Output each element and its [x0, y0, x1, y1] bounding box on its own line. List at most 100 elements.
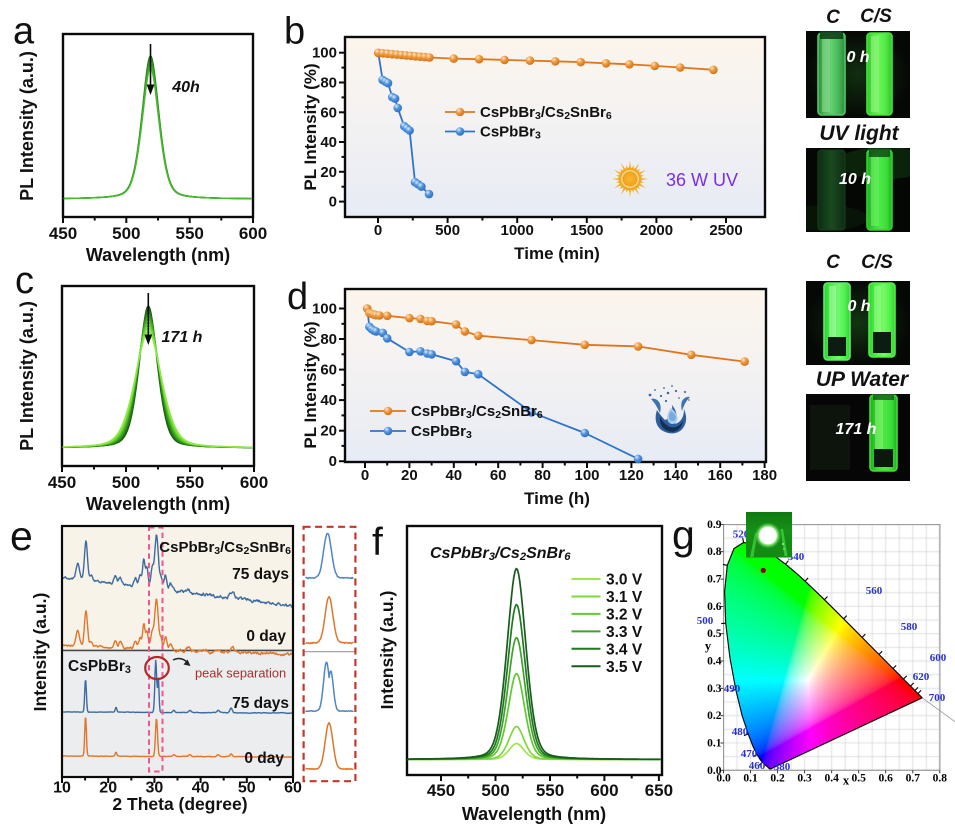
svg-text:100: 100	[312, 45, 337, 62]
svg-text:36 W UV: 36 W UV	[666, 170, 738, 190]
svg-text:700: 700	[929, 692, 946, 704]
svg-text:0: 0	[374, 222, 382, 239]
svg-text:0.8: 0.8	[933, 773, 948, 785]
svg-text:C: C	[826, 7, 840, 28]
svg-text:0 day: 0 day	[244, 750, 284, 767]
svg-text:160: 160	[708, 467, 733, 484]
svg-text:500: 500	[112, 224, 140, 243]
svg-text:600: 600	[590, 781, 618, 800]
svg-text:620: 620	[913, 671, 930, 683]
svg-text:3.1 V: 3.1 V	[606, 589, 643, 606]
svg-text:600: 600	[240, 473, 268, 492]
svg-text:0.4: 0.4	[825, 773, 840, 785]
svg-text:3.3 V: 3.3 V	[606, 624, 643, 641]
svg-text:0.6: 0.6	[707, 601, 722, 613]
svg-text:50: 50	[238, 780, 256, 797]
svg-text:100: 100	[574, 467, 599, 484]
svg-text:CsPbBr3: CsPbBr3	[68, 658, 131, 676]
svg-text:20: 20	[320, 164, 337, 181]
svg-text:20: 20	[99, 780, 117, 797]
svg-text:600: 600	[239, 224, 267, 243]
svg-text:CsPbBr3: CsPbBr3	[411, 423, 472, 441]
svg-text:490: 490	[724, 683, 741, 695]
svg-text:470: 470	[741, 748, 758, 760]
svg-text:Intensity (a.u.): Intensity (a.u.)	[377, 591, 397, 710]
svg-text:0.4: 0.4	[707, 656, 722, 668]
svg-text:0.6: 0.6	[879, 773, 894, 785]
svg-text:2 Theta (degree): 2 Theta (degree)	[112, 794, 247, 814]
svg-text:500: 500	[435, 222, 460, 239]
svg-text:500: 500	[112, 473, 140, 492]
svg-text:1000: 1000	[501, 222, 534, 239]
svg-text:500: 500	[697, 615, 714, 627]
svg-text:Time (h): Time (h)	[524, 489, 590, 508]
svg-text:20: 20	[320, 423, 337, 440]
svg-text:75 days: 75 days	[232, 695, 289, 712]
svg-text:380: 380	[774, 761, 791, 773]
svg-text:60: 60	[490, 467, 507, 484]
svg-text:0: 0	[329, 453, 337, 470]
svg-text:40: 40	[320, 392, 337, 409]
svg-text:100: 100	[312, 301, 337, 318]
svg-text:PL Intensity (a.u.): PL Intensity (a.u.)	[17, 301, 37, 451]
svg-text:CsPbBr3: CsPbBr3	[480, 124, 541, 142]
svg-text:C/S: C/S	[861, 252, 893, 273]
svg-text:CsPbBr3/Cs2SnBr6: CsPbBr3/Cs2SnBr6	[411, 403, 543, 421]
svg-text:b: b	[284, 11, 305, 53]
svg-text:x: x	[843, 774, 850, 788]
svg-text:d: d	[287, 276, 308, 318]
svg-text:0 h: 0 h	[846, 49, 869, 66]
svg-text:40: 40	[445, 467, 462, 484]
svg-text:0.2: 0.2	[770, 773, 785, 785]
svg-text:40h: 40h	[171, 79, 200, 96]
svg-text:450: 450	[48, 473, 76, 492]
svg-text:120: 120	[619, 467, 644, 484]
svg-text:0.1: 0.1	[743, 773, 758, 785]
svg-text:UP Water: UP Water	[816, 368, 910, 391]
svg-text:550: 550	[536, 781, 564, 800]
svg-text:0.7: 0.7	[707, 574, 722, 586]
svg-text:PL Intensity (%): PL Intensity (%)	[301, 321, 320, 448]
svg-text:f: f	[372, 521, 383, 564]
svg-text:550: 550	[176, 473, 204, 492]
svg-text:3.4 V: 3.4 V	[606, 641, 643, 658]
svg-text:0 h: 0 h	[847, 298, 870, 315]
svg-text:500: 500	[481, 781, 509, 800]
svg-text:a: a	[13, 11, 35, 53]
svg-text:Wavelength (nm): Wavelength (nm)	[86, 245, 230, 265]
svg-text:80: 80	[320, 331, 337, 348]
svg-text:40: 40	[320, 134, 337, 151]
svg-text:c: c	[15, 260, 34, 302]
svg-text:CsPbBr3/Cs2SnBr6: CsPbBr3/Cs2SnBr6	[430, 545, 571, 563]
svg-text:550: 550	[176, 224, 204, 243]
svg-text:PL Intensity (%): PL Intensity (%)	[301, 63, 320, 190]
svg-text:60: 60	[284, 780, 302, 797]
svg-text:Intensity (a.u.): Intensity (a.u.)	[30, 593, 50, 712]
svg-text:75 days: 75 days	[232, 566, 289, 583]
svg-text:580: 580	[901, 621, 918, 633]
svg-text:0.5: 0.5	[707, 628, 722, 640]
svg-text:0.2: 0.2	[707, 710, 722, 722]
svg-text:C/S: C/S	[860, 6, 892, 27]
svg-text:Wavelength (nm): Wavelength (nm)	[86, 494, 230, 514]
svg-text:60: 60	[320, 104, 337, 121]
svg-text:3.0 V: 3.0 V	[606, 572, 643, 589]
svg-text:peak separation: peak separation	[195, 666, 286, 681]
svg-text:60: 60	[320, 362, 337, 379]
svg-text:80: 80	[320, 75, 337, 92]
svg-text:10: 10	[53, 780, 71, 797]
svg-text:560: 560	[866, 585, 883, 597]
svg-text:0.0: 0.0	[716, 773, 731, 785]
svg-text:0.3: 0.3	[797, 773, 812, 785]
svg-text:UV light: UV light	[819, 122, 899, 145]
svg-text:20: 20	[401, 467, 418, 484]
svg-text:g: g	[672, 512, 695, 558]
svg-text:e: e	[10, 513, 33, 559]
svg-text:0 day: 0 day	[246, 628, 286, 645]
svg-text:171 h: 171 h	[162, 329, 203, 346]
svg-text:600: 600	[930, 652, 947, 664]
svg-text:y: y	[705, 639, 712, 653]
svg-text:0.3: 0.3	[707, 683, 722, 695]
svg-text:40: 40	[192, 780, 210, 797]
svg-text:1500: 1500	[570, 222, 603, 239]
